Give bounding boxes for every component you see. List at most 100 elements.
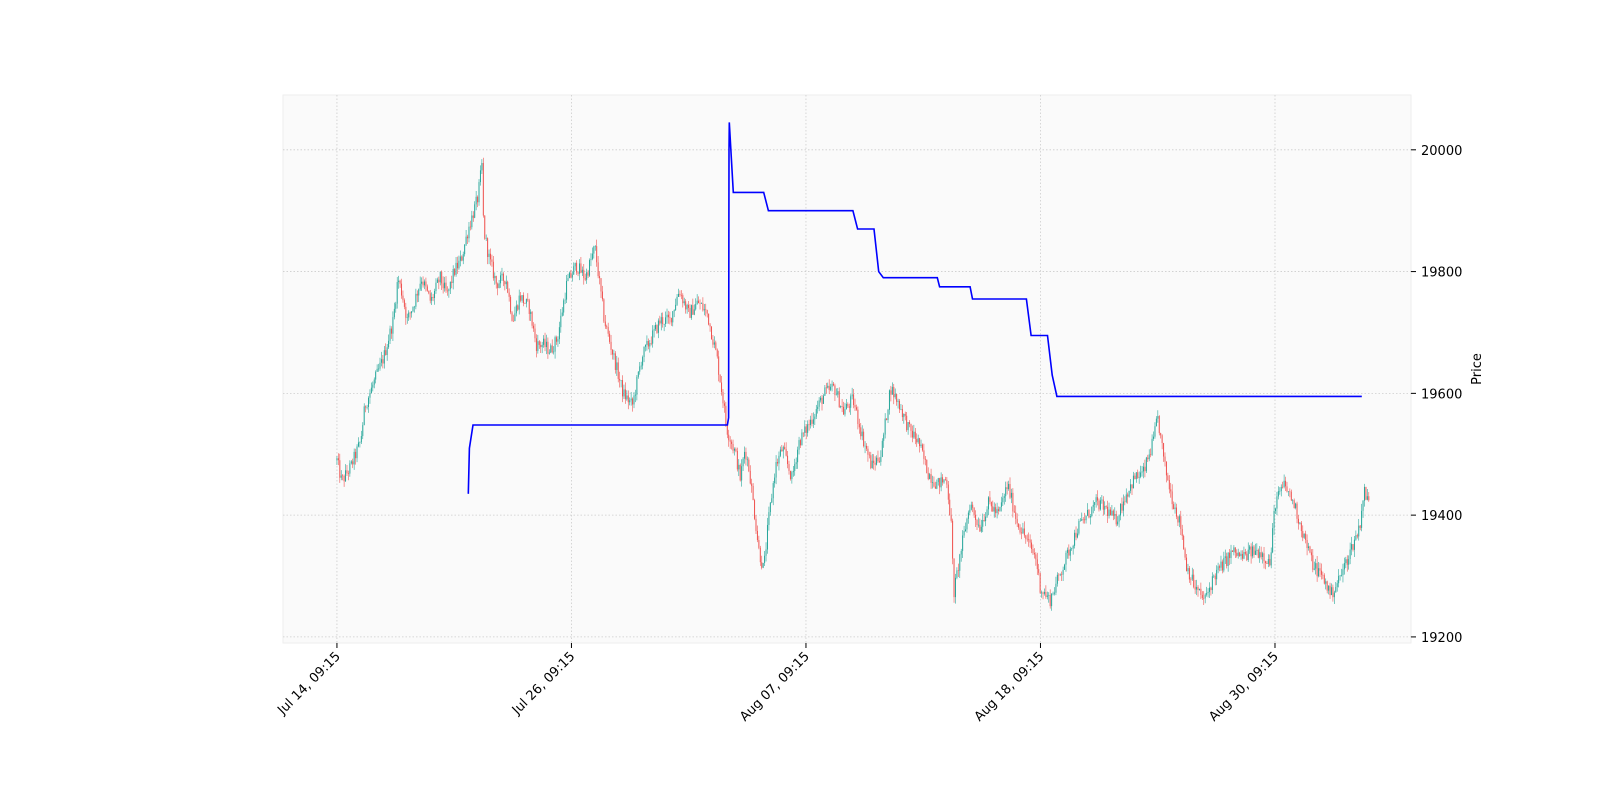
candle-body	[517, 305, 519, 310]
candle-body	[475, 196, 477, 205]
candle-body	[524, 303, 526, 304]
candle-body	[1247, 549, 1249, 560]
candle-body	[1085, 515, 1087, 521]
candle-body	[1309, 546, 1311, 553]
candle-body	[1272, 528, 1274, 553]
candle-body	[376, 368, 378, 372]
candle-body	[518, 295, 520, 310]
candle-body	[1333, 592, 1335, 598]
candle-body	[824, 387, 826, 396]
candle-body	[876, 457, 878, 465]
candle-body	[975, 514, 977, 520]
candle-body	[900, 409, 902, 410]
candle-body	[541, 344, 543, 348]
candle-body	[1065, 552, 1067, 565]
candle-body	[1266, 563, 1268, 564]
candle-body	[1356, 535, 1358, 537]
candle-body	[550, 345, 552, 353]
candle-body	[728, 434, 730, 441]
candle-body	[416, 293, 418, 296]
x-tick-label: Aug 30, 09:15	[1206, 649, 1282, 725]
candle-body	[547, 341, 549, 354]
candle-body	[1087, 509, 1089, 516]
candle-body	[1343, 563, 1345, 570]
candle-body	[1249, 546, 1251, 550]
candle-body	[1071, 548, 1073, 550]
candle-body	[594, 246, 596, 247]
candle-body	[649, 343, 651, 347]
candle-body	[1355, 535, 1357, 540]
candle-body	[467, 236, 469, 239]
candle-body	[1127, 494, 1129, 497]
candle-body	[1219, 566, 1221, 568]
candle-body	[897, 400, 899, 402]
candle-body	[1256, 549, 1258, 551]
candle-body	[723, 403, 725, 406]
candle-body	[368, 397, 370, 407]
candle-body	[1165, 461, 1167, 476]
candle-body	[1227, 552, 1229, 567]
candle-body	[468, 226, 470, 239]
candle-body	[347, 473, 349, 474]
candle-body	[1005, 487, 1007, 497]
candle-body	[845, 403, 847, 410]
candle-body	[804, 426, 806, 434]
candle-body	[805, 426, 807, 433]
candle-body	[600, 278, 602, 292]
candle-body	[589, 260, 591, 276]
candle-body	[359, 442, 361, 443]
y-tick-label: 19600	[1421, 387, 1462, 402]
candle-body	[662, 317, 664, 325]
candle-body	[1000, 502, 1002, 507]
candle-body	[752, 486, 754, 501]
candle-body	[686, 304, 688, 310]
candle-body	[745, 451, 747, 460]
candle-body	[878, 461, 880, 462]
candle-body	[977, 524, 979, 526]
candle-body	[1280, 486, 1282, 492]
candle-body	[402, 295, 404, 301]
candle-body	[487, 238, 489, 257]
candle-body	[785, 449, 787, 456]
candle-body	[1072, 545, 1074, 549]
candle-body	[766, 524, 768, 550]
candle-body	[963, 530, 965, 536]
candle-body	[756, 530, 758, 541]
candle-body	[498, 283, 500, 289]
candle-body	[1362, 500, 1364, 511]
candle-body	[1094, 502, 1096, 505]
candle-body	[339, 460, 341, 478]
candle-body	[1091, 506, 1093, 517]
candle-body	[1366, 496, 1368, 500]
candle-body	[791, 472, 793, 480]
candle-body	[883, 434, 885, 441]
candle-body	[729, 440, 731, 442]
candle-body	[1293, 500, 1295, 508]
candle-body	[1220, 561, 1222, 568]
candle-body	[1214, 575, 1216, 580]
candle-body	[511, 312, 513, 321]
candle-body	[642, 357, 644, 366]
candle-body	[520, 295, 522, 301]
candle-body	[930, 474, 932, 483]
candle-body	[1275, 508, 1277, 511]
candle-body	[1198, 588, 1200, 591]
candle-body	[867, 448, 869, 455]
candle-body	[1138, 476, 1140, 478]
candle-body	[398, 280, 400, 283]
candle-body	[409, 312, 411, 314]
candle-body	[821, 397, 823, 404]
candle-body	[485, 238, 487, 239]
candle-body	[336, 458, 338, 461]
candle-body	[670, 317, 672, 323]
candle-body	[393, 308, 395, 318]
candle-body	[1114, 514, 1116, 516]
candle-body	[1148, 454, 1150, 460]
candle-body	[1239, 552, 1241, 557]
candle-body	[369, 393, 371, 398]
candle-body	[940, 477, 942, 488]
candle-body	[370, 387, 372, 394]
candle-body	[847, 403, 849, 407]
candle-body	[584, 277, 586, 280]
candle-body	[887, 409, 889, 420]
